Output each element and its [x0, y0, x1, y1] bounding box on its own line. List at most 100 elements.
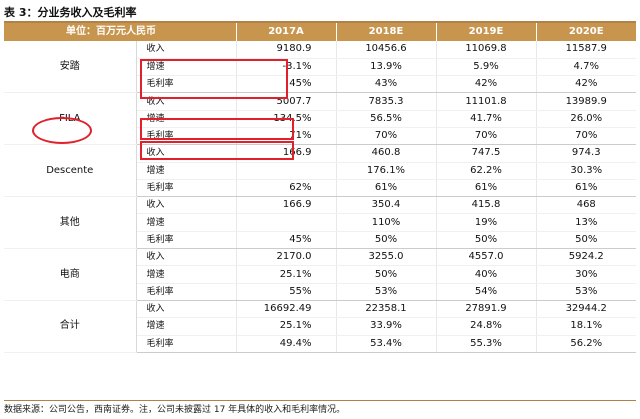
value-cell: 11587.9 — [535, 41, 636, 59]
metric-label: 收入 — [136, 41, 236, 59]
table-row: 增速 110% 19% 13% — [4, 213, 636, 232]
source-note: 数据来源：公司公告，西南证券。注，公司未披露过 17 年具体的收入和毛利率情况。 — [4, 400, 636, 417]
company-name: 安踏 — [4, 41, 137, 94]
value-cell: 53% — [535, 283, 636, 301]
value-cell: 11069.8 — [435, 41, 536, 59]
metric-label: 增速 — [136, 213, 236, 232]
metric-label: 毛利率 — [136, 231, 236, 250]
value-cell: 41.7% — [435, 110, 536, 128]
year-header: 2018E — [335, 23, 436, 41]
value-cell: 26.0% — [535, 110, 636, 128]
value-cell: 49.4% — [235, 335, 336, 353]
table-row: 增速 -3.1% 13.9% 5.9% 4.7% — [4, 58, 636, 77]
value-cell: 5.9% — [435, 58, 536, 77]
value-cell: 110% — [335, 213, 436, 232]
table-row: 增速 25.1% 50% 40% 30% — [4, 265, 636, 284]
value-cell: 25.1% — [235, 317, 336, 336]
value-cell: 50% — [335, 265, 436, 284]
value-cell: 11101.8 — [435, 92, 536, 111]
value-cell: 25.1% — [235, 265, 336, 284]
value-cell: 974.3 — [535, 144, 636, 163]
value-cell: 5007.7 — [235, 92, 336, 111]
value-cell: 40% — [435, 265, 536, 284]
value-cell — [235, 213, 336, 232]
value-cell: 50% — [535, 231, 636, 250]
year-header: 2020E — [535, 23, 636, 41]
value-cell: -3.1% — [235, 58, 336, 77]
value-cell: 350.4 — [335, 196, 436, 215]
value-cell: 62.2% — [435, 162, 536, 180]
value-cell: 45% — [235, 75, 336, 94]
value-cell: 10456.6 — [335, 41, 436, 59]
value-cell: 53.4% — [335, 335, 436, 353]
unit-label: 单位：百万元人民币 — [4, 23, 236, 41]
value-cell: 27891.9 — [435, 300, 536, 319]
table-row: Descente 收入 166.9 460.8 747.5 974.3 — [4, 144, 636, 198]
metric-label: 毛利率 — [136, 335, 236, 353]
metric-label: 增速 — [136, 110, 236, 128]
value-cell: 70% — [535, 127, 636, 146]
value-cell: 42% — [535, 75, 636, 94]
value-cell: 71% — [235, 127, 336, 146]
table-row: 毛利率 49.4% 53.4% 55.3% 56.2% — [4, 335, 636, 353]
value-cell: 32944.2 — [535, 300, 636, 319]
table-row: 电商 收入 2170.0 3255.0 4557.0 5924.2 — [4, 248, 636, 301]
value-cell: 42% — [435, 75, 536, 94]
value-cell: 24.8% — [435, 317, 536, 336]
value-cell: 61% — [535, 179, 636, 198]
company-name: 合计 — [4, 300, 137, 353]
value-cell: 166.9 — [235, 144, 336, 163]
metric-label: 增速 — [136, 58, 236, 77]
value-cell: 50% — [335, 231, 436, 250]
company-name: 电商 — [4, 248, 137, 301]
table-row: 毛利率 62% 61% 61% 61% — [4, 179, 636, 198]
table-row: 毛利率 71% 70% 70% 70% — [4, 127, 636, 146]
value-cell: 22358.1 — [335, 300, 436, 319]
metric-label: 增速 — [136, 317, 236, 336]
value-cell: 55% — [235, 283, 336, 301]
value-cell: 4557.0 — [435, 248, 536, 267]
metric-label: 增速 — [136, 265, 236, 284]
metric-label: 收入 — [136, 92, 236, 111]
table-row: 其他 收入 166.9 350.4 415.8 468 — [4, 196, 636, 250]
value-cell: 56.5% — [335, 110, 436, 128]
value-cell: 9180.9 — [235, 41, 336, 59]
company-name: Descente — [4, 144, 137, 198]
value-cell: 7835.3 — [335, 92, 436, 111]
metric-label: 毛利率 — [136, 75, 236, 94]
value-cell: 55.3% — [435, 335, 536, 353]
value-cell: 13989.9 — [535, 92, 636, 111]
value-cell: 30.3% — [535, 162, 636, 180]
year-header: 2019E — [435, 23, 536, 41]
metric-label: 毛利率 — [136, 179, 236, 198]
value-cell: 43% — [335, 75, 436, 94]
value-cell: 134.5% — [235, 110, 336, 128]
table-row: FILA 收入 5007.7 7835.3 11101.8 13989.9 — [4, 92, 636, 146]
value-cell: 56.2% — [535, 335, 636, 353]
header-row: 单位：百万元人民币 2017A 2018E 2019E 2020E — [4, 23, 636, 41]
value-cell: 61% — [335, 179, 436, 198]
value-cell: 50% — [435, 231, 536, 250]
metric-label: 增速 — [136, 162, 236, 180]
value-cell: 747.5 — [435, 144, 536, 163]
value-cell: 53% — [335, 283, 436, 301]
value-cell: 415.8 — [435, 196, 536, 215]
value-cell: 13% — [535, 213, 636, 232]
table-row: 毛利率 45% 50% 50% 50% — [4, 231, 636, 250]
value-cell: 5924.2 — [535, 248, 636, 267]
metric-label: 收入 — [136, 196, 236, 215]
table-row: 增速 176.1% 62.2% 30.3% — [4, 162, 636, 180]
value-cell: 62% — [235, 179, 336, 198]
value-cell: 460.8 — [335, 144, 436, 163]
table-title: 表 3：分业务收入及毛利率 — [4, 3, 636, 23]
value-cell: 468 — [535, 196, 636, 215]
value-cell: 166.9 — [235, 196, 336, 215]
metric-label: 收入 — [136, 144, 236, 163]
value-cell: 70% — [335, 127, 436, 146]
metric-label: 收入 — [136, 300, 236, 319]
value-cell: 30% — [535, 265, 636, 284]
value-cell: 19% — [435, 213, 536, 232]
table-row: 合计 收入 16692.49 22358.1 27891.9 32944.2 — [4, 300, 636, 353]
value-cell: 176.1% — [335, 162, 436, 180]
value-cell: 70% — [435, 127, 536, 146]
